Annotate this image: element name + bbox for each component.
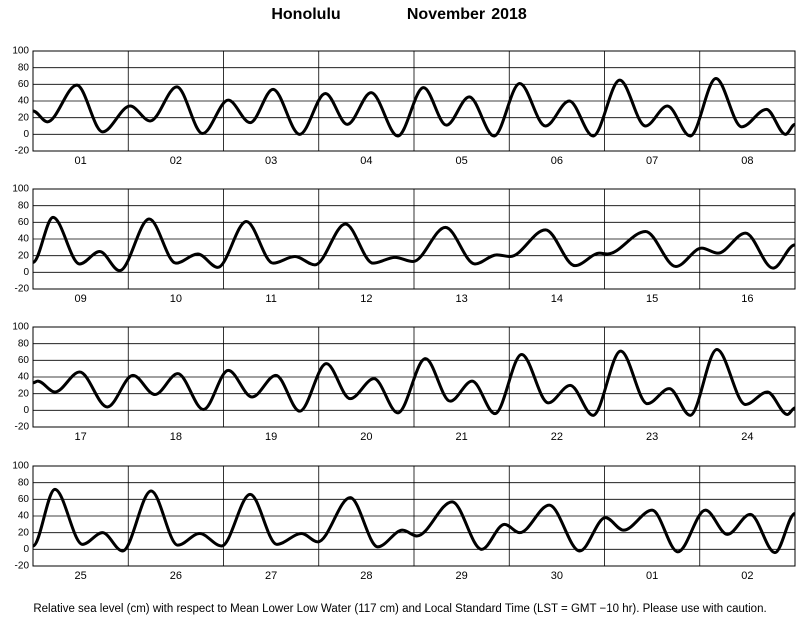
title-place: Honolulu bbox=[271, 6, 340, 23]
x-tick-label: 08 bbox=[741, 155, 753, 167]
x-tick-label: 28 bbox=[360, 570, 372, 582]
x-tick-label: 19 bbox=[265, 431, 277, 443]
y-tick-label: 100 bbox=[12, 461, 29, 472]
x-tick-label: 01 bbox=[75, 155, 87, 167]
y-tick-label: 80 bbox=[18, 62, 30, 73]
x-tick-label: 06 bbox=[551, 155, 563, 167]
x-tick-label: 27 bbox=[265, 570, 277, 582]
x-tick-label: 29 bbox=[456, 570, 468, 582]
x-tick-label: 07 bbox=[646, 155, 658, 167]
y-tick-label: 20 bbox=[18, 388, 30, 399]
tide-line bbox=[33, 76, 795, 138]
x-tick-label: 11 bbox=[265, 293, 276, 305]
x-tick-label: 12 bbox=[360, 293, 372, 305]
y-tick-label: -20 bbox=[15, 422, 30, 433]
y-tick-label: 20 bbox=[18, 250, 30, 261]
x-tick-label: 05 bbox=[456, 155, 468, 167]
y-tick-label: -20 bbox=[15, 146, 30, 157]
x-tick-label: 09 bbox=[75, 293, 87, 305]
y-tick-label: 80 bbox=[18, 338, 30, 349]
x-tick-label: 24 bbox=[741, 431, 753, 443]
x-tick-label: 02 bbox=[170, 155, 182, 167]
y-tick-label: 0 bbox=[23, 129, 29, 140]
y-tick-label: 0 bbox=[23, 544, 29, 555]
y-tick-label: -20 bbox=[15, 561, 30, 572]
y-tick-label: 80 bbox=[18, 200, 30, 211]
x-tick-label: 25 bbox=[75, 570, 87, 582]
y-tick-label: 40 bbox=[18, 372, 30, 383]
tide-line bbox=[33, 215, 795, 273]
y-tick-label: 40 bbox=[18, 96, 30, 107]
footnote: Relative sea level (cm) with respect to … bbox=[33, 603, 766, 615]
y-tick-label: 60 bbox=[18, 79, 30, 90]
x-tick-label: 21 bbox=[456, 431, 468, 443]
plot-frame bbox=[32, 188, 796, 290]
x-tick-label: 18 bbox=[170, 431, 182, 443]
x-tick-label: 03 bbox=[265, 155, 277, 167]
y-tick-label: 0 bbox=[23, 267, 29, 278]
y-tick-label: 60 bbox=[18, 494, 30, 505]
y-tick-label: 20 bbox=[18, 112, 30, 123]
x-tick-label: 02 bbox=[741, 570, 753, 582]
x-tick-label: 15 bbox=[646, 293, 658, 305]
tide-line bbox=[33, 347, 795, 417]
x-tick-label: 23 bbox=[646, 431, 658, 443]
y-tick-label: 40 bbox=[18, 511, 30, 522]
plot-frame bbox=[32, 465, 796, 567]
y-tick-label: 20 bbox=[18, 527, 30, 538]
x-tick-label: 10 bbox=[170, 293, 182, 305]
y-tick-label: -20 bbox=[15, 284, 30, 295]
y-tick-label: 60 bbox=[18, 217, 30, 228]
x-tick-label: 26 bbox=[170, 570, 182, 582]
x-tick-label: 13 bbox=[456, 293, 468, 305]
y-tick-label: 60 bbox=[18, 355, 30, 366]
x-tick-label: 17 bbox=[75, 431, 87, 443]
y-tick-label: 100 bbox=[12, 322, 29, 333]
x-tick-label: 20 bbox=[360, 431, 372, 443]
x-tick-label: 16 bbox=[741, 293, 753, 305]
x-tick-label: 04 bbox=[360, 155, 372, 167]
plot-frame bbox=[32, 326, 796, 428]
x-tick-label: 14 bbox=[551, 293, 563, 305]
title-month: November bbox=[407, 6, 485, 23]
plot-frame bbox=[32, 50, 796, 152]
title-year: 2018 bbox=[491, 6, 527, 23]
x-tick-label: 22 bbox=[551, 431, 563, 443]
y-tick-label: 100 bbox=[12, 46, 29, 57]
y-tick-label: 40 bbox=[18, 234, 30, 245]
y-tick-label: 80 bbox=[18, 477, 30, 488]
y-tick-label: 0 bbox=[23, 405, 29, 416]
x-tick-label: 30 bbox=[551, 570, 563, 582]
y-tick-label: 100 bbox=[12, 184, 29, 195]
tide-line bbox=[33, 487, 795, 555]
x-tick-label: 01 bbox=[646, 570, 658, 582]
